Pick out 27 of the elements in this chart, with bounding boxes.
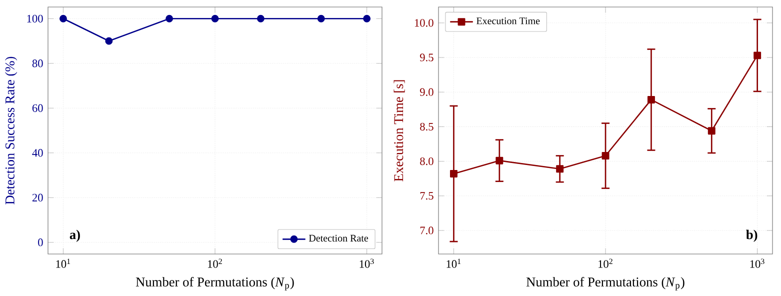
x-axis-title: Number of Permutations (N$_{p}$) [526, 276, 684, 290]
annotation: b) [746, 230, 758, 242]
x-tick-label: 10$^{1}$ [446, 258, 461, 268]
x-tick-label: 10$^{2}$ [598, 258, 612, 268]
x-axis-title: Number of Permutations (N$_{p}$) [136, 276, 294, 290]
y-tick-label: 8.5 [420, 122, 434, 131]
x-tick-label: 10$^{1}$ [56, 258, 70, 268]
y-tick-label: 100 [27, 14, 43, 22]
y-tick-label: 80 [32, 60, 43, 68]
y-axis-title: Detection Success Rate (%) [5, 56, 18, 204]
y-tick-label: 9.0 [420, 88, 434, 96]
annotation: a) [70, 230, 80, 242]
y-tick-label: 40 [32, 149, 43, 157]
y-tick-label: 20 [32, 194, 43, 202]
y-tick-label: 7.5 [420, 192, 434, 200]
y-tick-label: 7.0 [420, 226, 434, 234]
y-tick-label: 0 [38, 238, 43, 246]
y-tick-label: 60 [32, 104, 43, 112]
x-tick-label: 10$^{2}$ [208, 258, 222, 268]
x-tick-label: 10$^{3}$ [360, 258, 374, 268]
legend-label: Execution Time [476, 18, 540, 24]
y-tick-label: 8.0 [420, 157, 434, 166]
x-tick-label: 10$^{3}$ [750, 258, 764, 268]
y-tick-label: 9.5 [420, 54, 434, 62]
y-tick-label: 10.0 [414, 19, 434, 27]
y-axis-title: Execution Time [s] [394, 80, 405, 182]
legend-label: Detection Rate [308, 234, 368, 242]
